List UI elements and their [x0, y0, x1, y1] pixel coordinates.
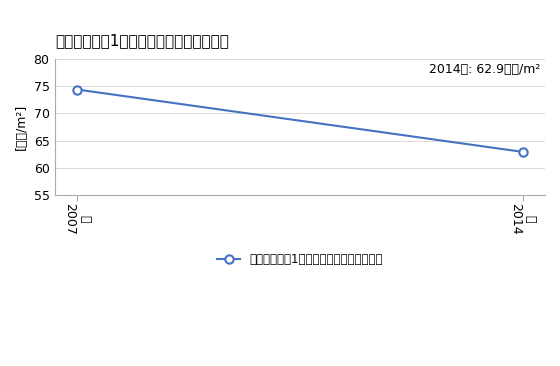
Y-axis label: [万円/m²]: [万円/m²] — [15, 104, 28, 150]
Text: 2014年: 62.9万円/m²: 2014年: 62.9万円/m² — [429, 63, 540, 76]
Legend: 小売業の店舗1平米当たり年間商品販売額: 小売業の店舗1平米当たり年間商品販売額 — [212, 248, 388, 270]
Text: 小売業の店舗1平米当たり年間商品販売額: 小売業の店舗1平米当たり年間商品販売額 — [55, 33, 229, 48]
